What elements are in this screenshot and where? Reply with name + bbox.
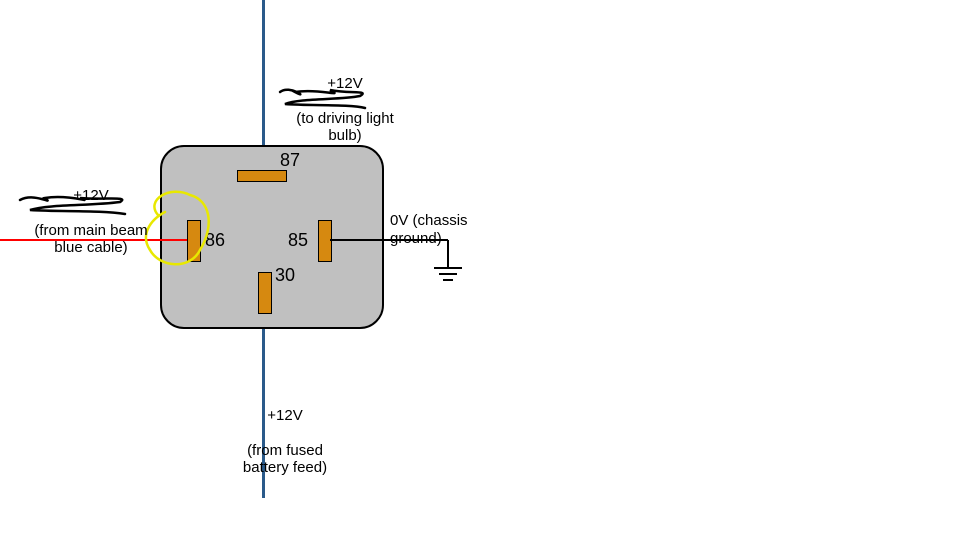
annotation-left-line1: +12V [73, 187, 108, 204]
strike-left [0, 0, 960, 540]
pin-85 [318, 220, 332, 262]
ground-symbol [0, 0, 960, 540]
pin-label-85: 85 [288, 230, 308, 251]
pin-label-30: 30 [275, 265, 295, 286]
annotation-top-line1: +12V [327, 75, 362, 92]
annotation-top-line2: (to driving light bulb) [296, 110, 394, 144]
pin-86 [187, 220, 201, 262]
annotation-left-line2: (from main beam blue cable) [34, 222, 147, 256]
pin-30 [258, 272, 272, 314]
yellow-scribble [0, 0, 960, 540]
pin-87 [237, 170, 287, 182]
strike-top [0, 0, 960, 540]
annotation-bottom: +12V (from fused battery feed) [220, 390, 350, 476]
pin-label-86: 86 [205, 230, 225, 251]
annotation-right-line1: 0V (chassis ground) [390, 212, 468, 246]
annotation-bottom-line1: +12V [267, 407, 302, 424]
annotation-right: 0V (chassis ground) [390, 195, 510, 247]
pin-label-87: 87 [280, 150, 300, 171]
annotation-top: +12V (to driving light bulb) [270, 58, 420, 144]
annotation-bottom-line2: (from fused battery feed) [243, 442, 327, 476]
annotation-left: +12V (from main beam blue cable) [16, 170, 166, 256]
